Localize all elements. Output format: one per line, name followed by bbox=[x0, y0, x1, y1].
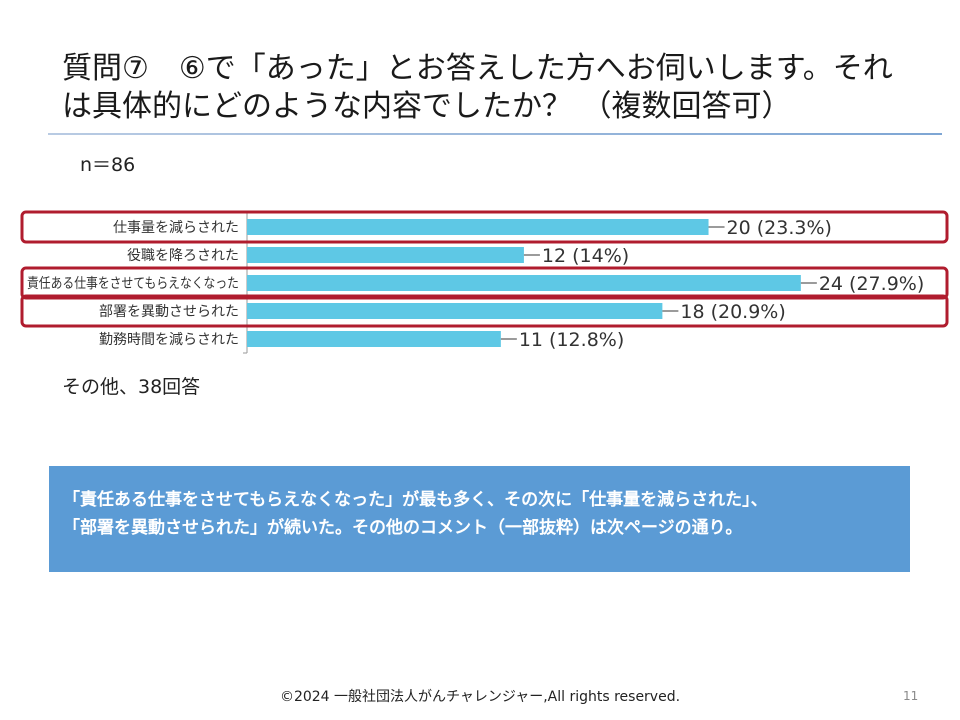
bar bbox=[247, 247, 524, 263]
highlight-frame bbox=[20, 294, 949, 328]
copyright-footer: ©2024 一般社団法人がんチャレンジャー,All rights reserve… bbox=[279, 689, 681, 705]
data-label: 24 (27.9%) bbox=[819, 273, 924, 295]
slide-title-line-1: 質問⑦ ⑥で「あった」とお答えした方へお伺いします。それ bbox=[62, 51, 893, 86]
category-label: 責任ある仕事をさせてもらえなくなった bbox=[27, 276, 239, 292]
highlight-frame bbox=[20, 266, 949, 300]
sample-size-label: n＝86 bbox=[80, 154, 136, 176]
data-label: 12 (14%) bbox=[542, 245, 629, 267]
page-number: 11 bbox=[903, 689, 919, 703]
category-label: 仕事量を減らされた bbox=[113, 219, 239, 236]
bar bbox=[247, 303, 663, 319]
bar bbox=[247, 275, 801, 291]
summary-line-1: 「責任ある仕事をさせてもらえなくなった」が最も多く、その次に「仕事量を減らされた… bbox=[63, 490, 768, 510]
bar bbox=[247, 219, 709, 235]
category-label: 役職を降ろされた bbox=[127, 248, 239, 264]
other-responses-note: その他、38回答 bbox=[62, 376, 201, 398]
slide-title: 質問⑦ ⑥で「あった」とお答えした方へお伺いします。それ は具体的にどのような内… bbox=[62, 50, 922, 126]
category-label: 勤務時間を減らされた bbox=[99, 331, 239, 348]
summary-box: 「責任ある仕事をさせてもらえなくなった」が最も多く、その次に「仕事量を減らされた… bbox=[49, 466, 910, 572]
data-label: 20 (23.3%) bbox=[727, 217, 832, 239]
highlight-frame bbox=[20, 210, 949, 244]
bar bbox=[247, 331, 501, 347]
data-label: 18 (20.9%) bbox=[680, 301, 785, 323]
summary-line-2: 「部署を異動させられた」が続いた。その他のコメント（一部抜粋）は次ページの通り。 bbox=[63, 518, 743, 538]
bar-chart: 仕事量を減らされた 20 (23.3%) 役職を降ろされた 12 (14%) 責任ある仕… bbox=[20, 210, 949, 354]
data-label: 11 (12.8%) bbox=[519, 329, 624, 351]
title-underline bbox=[48, 133, 942, 135]
slide-title-line-2: は具体的にどのような内容でしたか？ （複数回答可） bbox=[62, 89, 792, 124]
category-label: 部署を異動させられた bbox=[99, 304, 239, 320]
